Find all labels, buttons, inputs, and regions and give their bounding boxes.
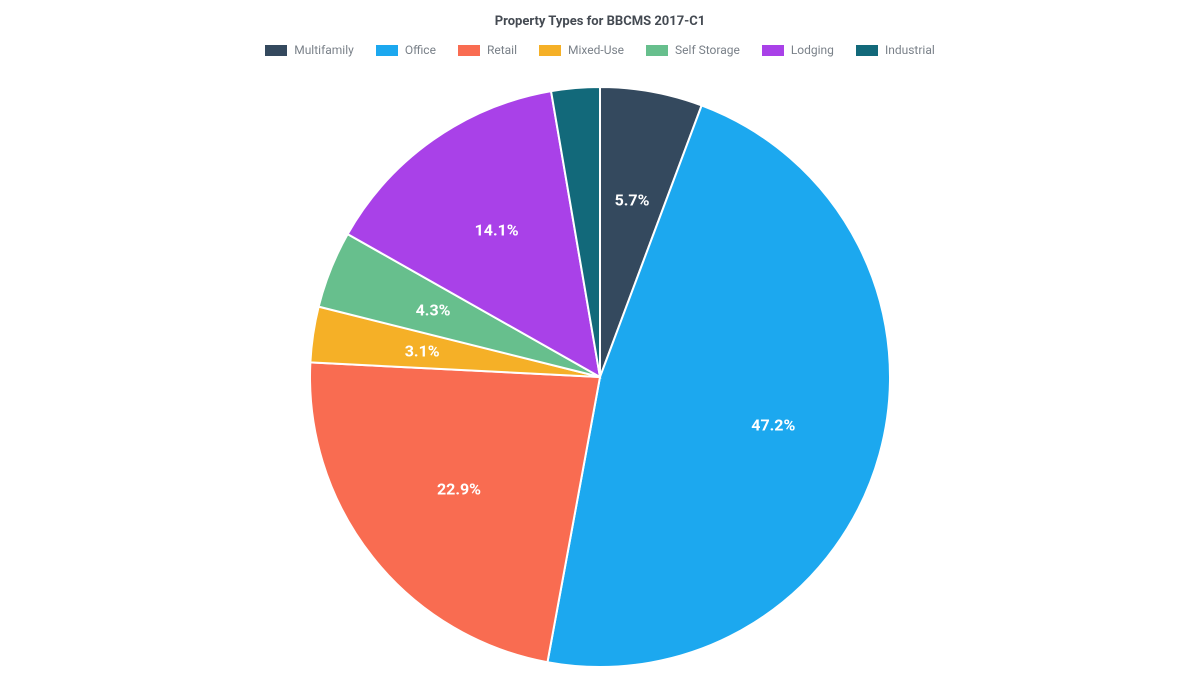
legend-item: Retail [458, 43, 517, 57]
legend-item: Multifamily [265, 43, 354, 57]
pie-slice [310, 362, 600, 662]
legend-swatch [539, 45, 561, 56]
legend-label: Office [405, 43, 436, 57]
legend-item: Industrial [856, 43, 935, 57]
legend-swatch [265, 45, 287, 56]
legend-item: Office [376, 43, 436, 57]
legend-swatch [458, 45, 480, 56]
legend-swatch [376, 45, 398, 56]
pie-area: 5.7%47.2%22.9%3.1%4.3%14.1% [0, 57, 1200, 677]
legend-label: Retail [487, 43, 517, 57]
legend-swatch [856, 45, 878, 56]
legend-label: Multifamily [294, 43, 354, 57]
pie-chart-container: Property Types for BBCMS 2017-C1 Multifa… [0, 0, 1200, 700]
legend-swatch [762, 45, 784, 56]
legend-label: Industrial [885, 43, 935, 57]
legend-label: Mixed-Use [568, 43, 624, 57]
legend-label: Self Storage [675, 43, 740, 57]
legend-swatch [646, 45, 668, 56]
legend-label: Lodging [791, 43, 834, 57]
legend-item: Self Storage [646, 43, 740, 57]
legend-item: Mixed-Use [539, 43, 624, 57]
pie-svg [0, 57, 1200, 677]
legend: Multifamily Office Retail Mixed-Use Self Sto… [0, 29, 1200, 57]
legend-item: Lodging [762, 43, 834, 57]
chart-title: Property Types for BBCMS 2017-C1 [0, 0, 1200, 29]
